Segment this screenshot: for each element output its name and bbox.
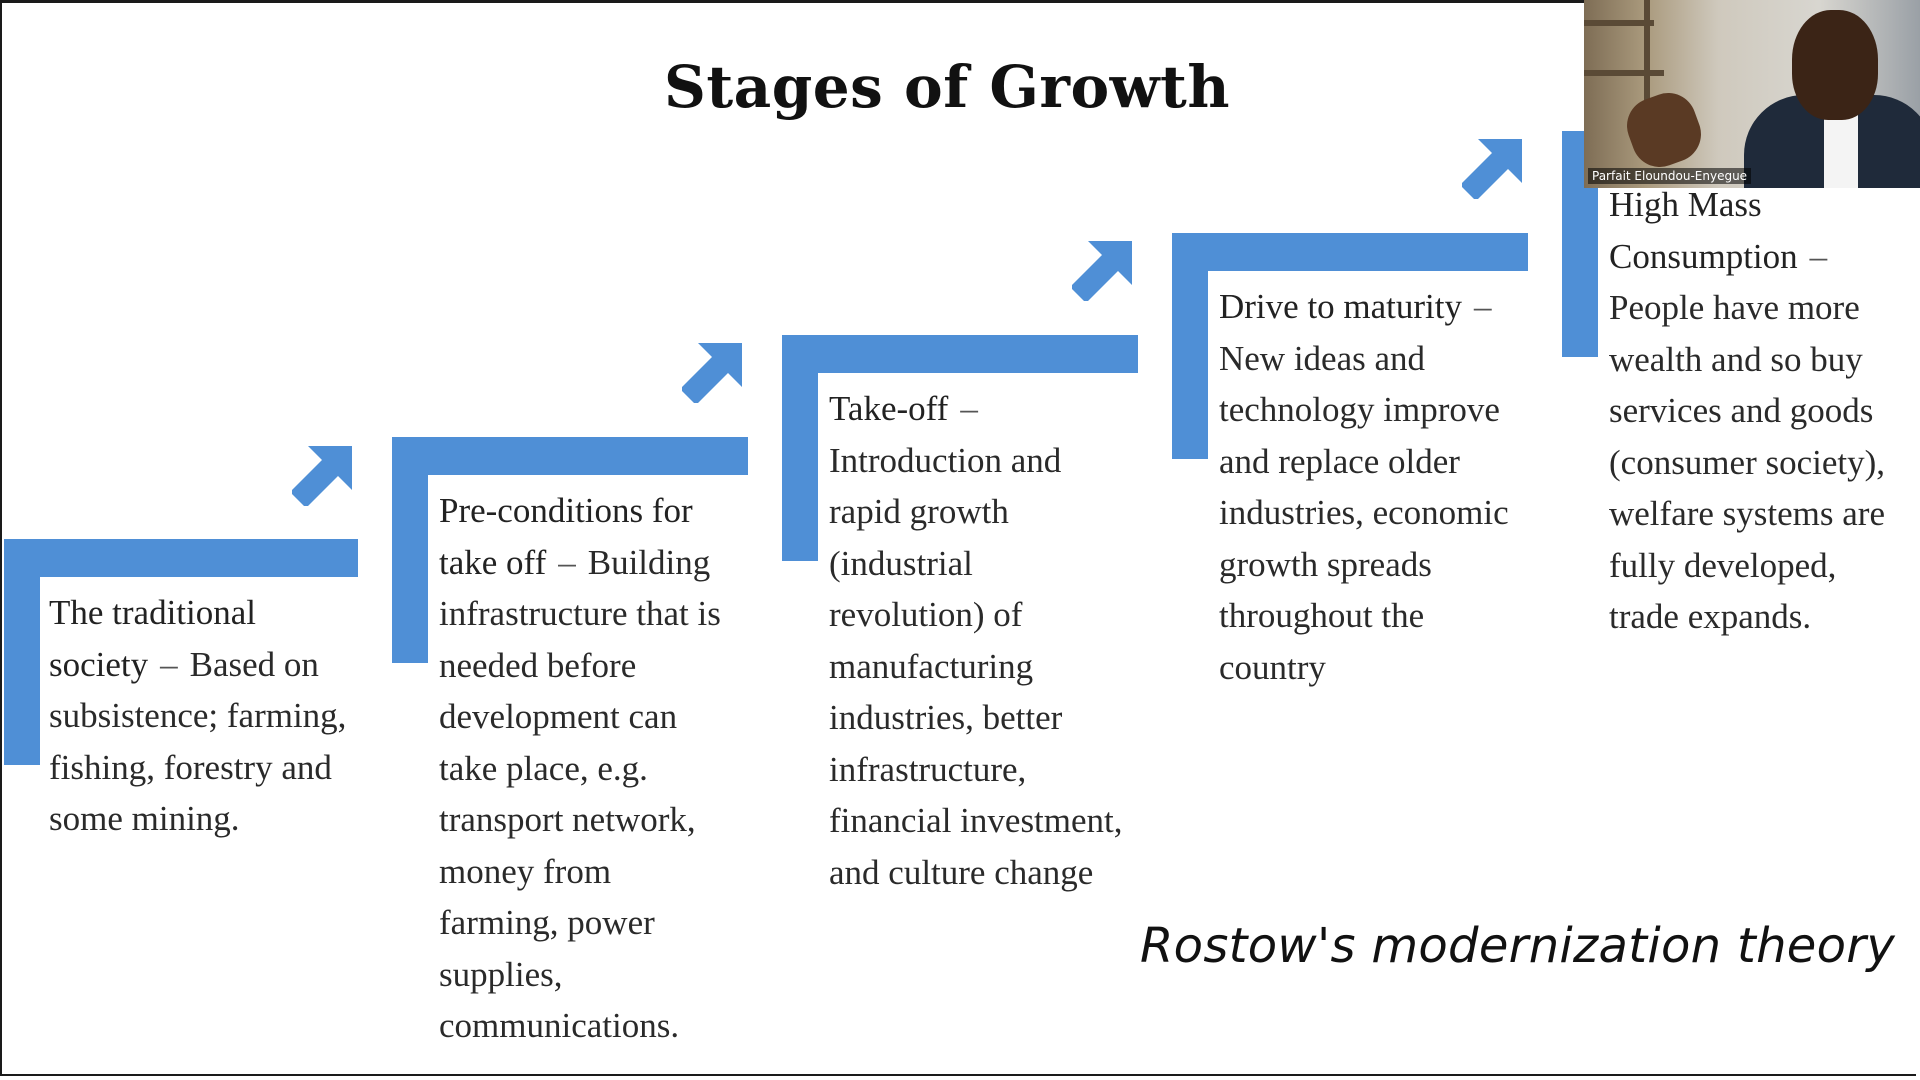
participant-video-tile[interactable]: Parfait Eloundou-Enyegue <box>1584 0 1920 188</box>
participant-hand <box>1619 85 1709 175</box>
stage-2-dash: – <box>558 542 576 582</box>
stage-4-dash: – <box>1474 287 1492 326</box>
stair-step-2-top <box>392 437 748 475</box>
slide-title: Stages of Growth <box>663 53 1231 121</box>
stage-1-name: The traditional society <box>49 593 257 684</box>
stage-4-name: Drive to maturity <box>1219 287 1463 326</box>
participant-name-tag: Parfait Eloundou-Enyegue <box>1588 168 1752 184</box>
stair-step-1-side <box>4 539 40 765</box>
stage-1-text: The traditional society – Based on subsist… <box>49 587 359 845</box>
stair-step-2-side <box>392 437 428 663</box>
stage-3-description: Introduction and rapid growth (industria… <box>829 440 1123 892</box>
participant-shirt <box>1824 110 1858 188</box>
stage-3-text: Take-off – Introduction and rapid growth (… <box>829 383 1134 898</box>
up-right-arrow-icon <box>1072 241 1132 301</box>
participant-head <box>1792 10 1878 120</box>
stair-step-3-top <box>782 335 1138 373</box>
background-shelf <box>1644 0 1650 120</box>
stage-5-description: People have more wealth and so buy servi… <box>1609 288 1886 636</box>
up-right-arrow-icon <box>292 446 352 506</box>
stair-step-3-side <box>782 335 818 561</box>
stage-1-dash: – <box>160 644 178 684</box>
stage-2-description: Building infrastructure that is needed b… <box>439 542 721 1046</box>
up-right-arrow-icon <box>682 343 742 403</box>
background-shelf <box>1584 70 1664 76</box>
stage-4-text: Drive to maturity – New ideas and technolo… <box>1219 281 1529 693</box>
stage-4-description: New ideas and technology improve and rep… <box>1219 338 1509 687</box>
stage-5-dash: – <box>1809 236 1828 276</box>
stair-step-4-side <box>1172 233 1208 459</box>
stair-step-1-top <box>4 539 358 577</box>
stage-2-name: Pre-conditions for take off <box>439 491 693 582</box>
stage-3-name: Take-off <box>829 389 949 428</box>
background-shelf <box>1584 20 1654 26</box>
stage-2-text: Pre-conditions for take off – Building inf… <box>439 485 739 1052</box>
stage-3-dash: – <box>960 389 978 428</box>
stage-5-name: High Mass Consumption <box>1609 185 1798 276</box>
stair-step-4-top <box>1172 233 1528 271</box>
stage-1-description: Based on subsistence; farming, fishing, … <box>49 644 347 839</box>
theory-caption: Rostow's modernization theory <box>1140 918 1896 974</box>
stage-5-text: High Mass Consumption – People have more w… <box>1609 179 1909 643</box>
up-right-arrow-icon <box>1462 139 1522 199</box>
